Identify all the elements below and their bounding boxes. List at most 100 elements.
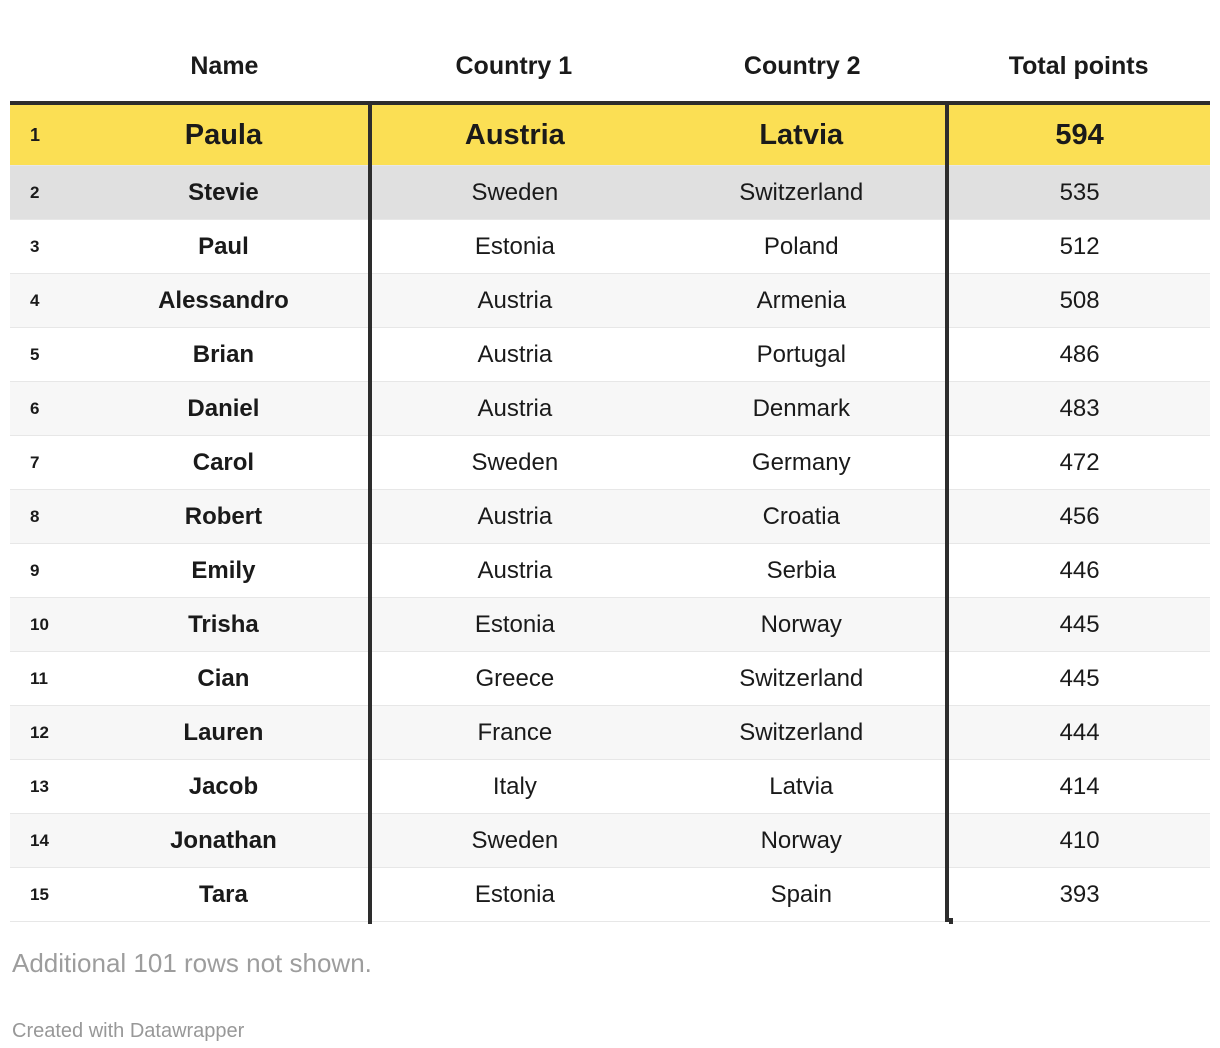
- country1-cell: Italy: [368, 759, 658, 814]
- country2-cell: Spain: [657, 867, 948, 922]
- country2-cell: Norway: [657, 813, 948, 868]
- column-header-country1: Country 1: [370, 35, 658, 105]
- country2-cell: Norway: [657, 597, 948, 652]
- name-cell: Paula: [78, 103, 371, 166]
- country1-cell: Austria: [368, 103, 658, 166]
- rank-cell: 10: [10, 597, 79, 652]
- rank-cell: 2: [10, 165, 79, 220]
- country1-cell: Austria: [368, 489, 658, 544]
- datawrapper-attribution: Created with Datawrapper: [12, 1020, 245, 1042]
- table-row: 6 Daniel Austria Denmark 483: [10, 381, 1210, 436]
- table-row: 2 Stevie Sweden Switzerland 535: [10, 165, 1210, 220]
- table-body: 1 Paula Austria Latvia 594 2 Stevie Sweden Switz…: [10, 103, 1210, 922]
- points-cell: 446: [945, 543, 1210, 598]
- table-row: 15 Tara Estonia Spain 393: [10, 867, 1210, 922]
- table-row: 8 Robert Austria Croatia 456: [10, 489, 1210, 544]
- table-row: 5 Brian Austria Portugal 486: [10, 327, 1210, 382]
- points-cell: 444: [945, 705, 1210, 760]
- points-cell: 456: [945, 489, 1210, 544]
- rank-cell: 11: [10, 651, 79, 706]
- column-header-name: Name: [78, 35, 371, 105]
- name-cell: Cian: [78, 651, 371, 706]
- points-cell: 535: [945, 165, 1210, 220]
- rank-cell: 12: [10, 705, 79, 760]
- points-cell: 594: [945, 103, 1210, 166]
- points-cell: 512: [945, 219, 1210, 274]
- points-cell: 483: [945, 381, 1210, 436]
- country2-cell: Switzerland: [657, 651, 948, 706]
- country2-cell: Armenia: [657, 273, 948, 328]
- name-cell: Jacob: [78, 759, 371, 814]
- name-cell: Tara: [78, 867, 371, 922]
- points-cell: 472: [945, 435, 1210, 490]
- country1-cell: Estonia: [368, 219, 658, 274]
- country1-cell: Sweden: [368, 435, 658, 490]
- country1-cell: Greece: [368, 651, 658, 706]
- country2-cell: Latvia: [657, 759, 948, 814]
- table-row: 10 Trisha Estonia Norway 445: [10, 597, 1210, 652]
- country2-cell: Denmark: [657, 381, 948, 436]
- name-cell: Carol: [78, 435, 371, 490]
- rank-cell: 8: [10, 489, 79, 544]
- table-row: 9 Emily Austria Serbia 446: [10, 543, 1210, 598]
- rank-cell: 15: [10, 867, 79, 922]
- country2-cell: Poland: [657, 219, 948, 274]
- name-cell: Emily: [78, 543, 371, 598]
- rows-not-shown-note: Additional 101 rows not shown.: [12, 948, 372, 978]
- points-cell: 393: [945, 867, 1210, 922]
- table-row: 11 Cian Greece Switzerland 445: [10, 651, 1210, 706]
- country2-cell: Switzerland: [657, 165, 948, 220]
- table-row: 4 Alessandro Austria Armenia 508: [10, 273, 1210, 328]
- country2-cell: Portugal: [657, 327, 948, 382]
- points-cell: 445: [945, 597, 1210, 652]
- points-cell: 486: [945, 327, 1210, 382]
- points-cell: 445: [945, 651, 1210, 706]
- points-cell: 410: [945, 813, 1210, 868]
- column-header-total-points: Total points: [947, 35, 1210, 105]
- table-row: 7 Carol Sweden Germany 472: [10, 435, 1210, 490]
- name-cell: Daniel: [78, 381, 371, 436]
- column-divider-extension: [368, 918, 372, 924]
- rank-cell: 14: [10, 813, 79, 868]
- country2-cell: Croatia: [657, 489, 948, 544]
- name-cell: Paul: [78, 219, 371, 274]
- rank-cell: 13: [10, 759, 79, 814]
- country1-cell: Austria: [368, 327, 658, 382]
- country1-cell: Sweden: [368, 165, 658, 220]
- country1-cell: Austria: [368, 381, 658, 436]
- country2-cell: Serbia: [657, 543, 948, 598]
- table-row: 14 Jonathan Sweden Norway 410: [10, 813, 1210, 868]
- table-row: 12 Lauren France Switzerland 444: [10, 705, 1210, 760]
- points-cell: 414: [945, 759, 1210, 814]
- rank-cell: 4: [10, 273, 79, 328]
- country2-cell: Latvia: [657, 103, 948, 166]
- country1-cell: Austria: [368, 273, 658, 328]
- column-divider-extension: [949, 918, 953, 924]
- country1-cell: Sweden: [368, 813, 658, 868]
- name-cell: Lauren: [78, 705, 371, 760]
- table-header: Name Country 1 Country 2 Total points: [10, 35, 1210, 105]
- table-row: 3 Paul Estonia Poland 512: [10, 219, 1210, 274]
- rank-cell: 1: [10, 103, 79, 166]
- rank-cell: 3: [10, 219, 79, 274]
- rank-column-header: [10, 35, 79, 105]
- country1-cell: France: [368, 705, 658, 760]
- column-header-country2: Country 2: [657, 35, 948, 105]
- table-row: 13 Jacob Italy Latvia 414: [10, 759, 1210, 814]
- points-cell: 508: [945, 273, 1210, 328]
- country2-cell: Germany: [657, 435, 948, 490]
- table-row: 1 Paula Austria Latvia 594: [10, 103, 1210, 166]
- country1-cell: Estonia: [368, 867, 658, 922]
- name-cell: Jonathan: [78, 813, 371, 868]
- name-cell: Trisha: [78, 597, 371, 652]
- name-cell: Stevie: [78, 165, 371, 220]
- rank-cell: 9: [10, 543, 79, 598]
- name-cell: Brian: [78, 327, 371, 382]
- name-cell: Robert: [78, 489, 371, 544]
- country1-cell: Estonia: [368, 597, 658, 652]
- country1-cell: Austria: [368, 543, 658, 598]
- name-cell: Alessandro: [78, 273, 371, 328]
- rank-cell: 7: [10, 435, 79, 490]
